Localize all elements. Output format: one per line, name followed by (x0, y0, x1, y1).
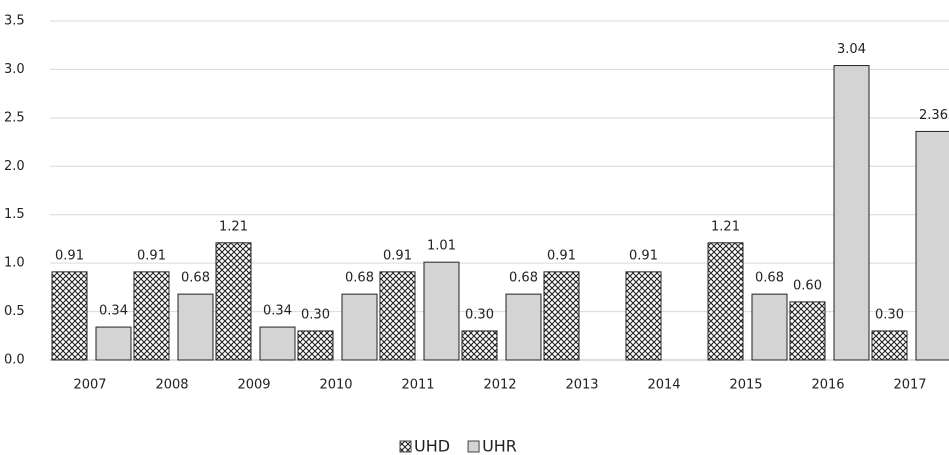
y-tick-label: 2.0 (4, 159, 25, 174)
legend-swatch (467, 440, 480, 453)
data-label: 3.04 (837, 42, 866, 57)
y-tick-label: 3.0 (4, 62, 25, 77)
bar (505, 293, 542, 361)
x-tick-label: 2014 (647, 378, 680, 393)
y-tick-label: 1.0 (4, 256, 25, 271)
x-tick-label: 2016 (811, 378, 844, 393)
bar (177, 293, 214, 361)
x-tick-label: 2010 (319, 378, 352, 393)
data-label: 0.34 (99, 304, 128, 319)
x-tick-label: 2008 (155, 378, 188, 393)
y-tick-label: 1.5 (4, 207, 25, 222)
data-label: 0.34 (263, 304, 292, 319)
legend-label: UHR (482, 437, 517, 455)
bar (833, 65, 870, 361)
bar (461, 330, 498, 361)
data-label: 1.21 (711, 219, 740, 234)
data-label: 0.91 (629, 248, 658, 263)
data-label: 1.21 (219, 219, 248, 234)
data-label: 0.30 (465, 307, 494, 322)
data-label: 1.01 (427, 239, 456, 254)
bar (259, 326, 296, 361)
data-label: 0.91 (137, 248, 166, 263)
bar (297, 330, 334, 361)
y-tick-label: 0.0 (4, 353, 25, 368)
data-label: 0.68 (345, 271, 374, 286)
data-label: 0.91 (383, 248, 412, 263)
bar (543, 271, 580, 361)
x-tick-label: 2013 (565, 378, 598, 393)
bar (751, 293, 788, 361)
bar (871, 330, 908, 361)
y-tick-label: 2.5 (4, 110, 25, 125)
data-label: 0.30 (875, 307, 904, 322)
bar (51, 271, 88, 361)
bar (341, 293, 378, 361)
bar (423, 261, 460, 361)
bar (379, 271, 416, 361)
bar (789, 301, 826, 361)
x-tick-label: 2012 (483, 378, 516, 393)
bar (625, 271, 662, 361)
data-label: 0.68 (755, 271, 784, 286)
x-tick-label: 2017 (893, 378, 926, 393)
data-label: 0.91 (55, 248, 84, 263)
legend-swatch (399, 440, 412, 453)
x-tick-label: 2011 (401, 378, 434, 393)
data-label: 2.36 (919, 108, 948, 123)
x-tick-label: 2009 (237, 378, 270, 393)
x-tick-label: 2015 (729, 378, 762, 393)
legend-label: UHD (414, 437, 450, 455)
bar (215, 242, 252, 361)
bar (133, 271, 170, 361)
bar (95, 326, 132, 361)
data-label: 0.91 (547, 248, 576, 263)
y-tick-label: 0.5 (4, 304, 25, 319)
data-label: 0.60 (793, 278, 822, 293)
bar (707, 242, 744, 361)
bar (915, 130, 949, 361)
y-tick-label: 3.5 (4, 14, 25, 29)
data-label: 0.68 (181, 271, 210, 286)
data-label: 0.68 (509, 271, 538, 286)
x-tick-label: 2007 (73, 378, 106, 393)
data-label: 0.30 (301, 307, 330, 322)
